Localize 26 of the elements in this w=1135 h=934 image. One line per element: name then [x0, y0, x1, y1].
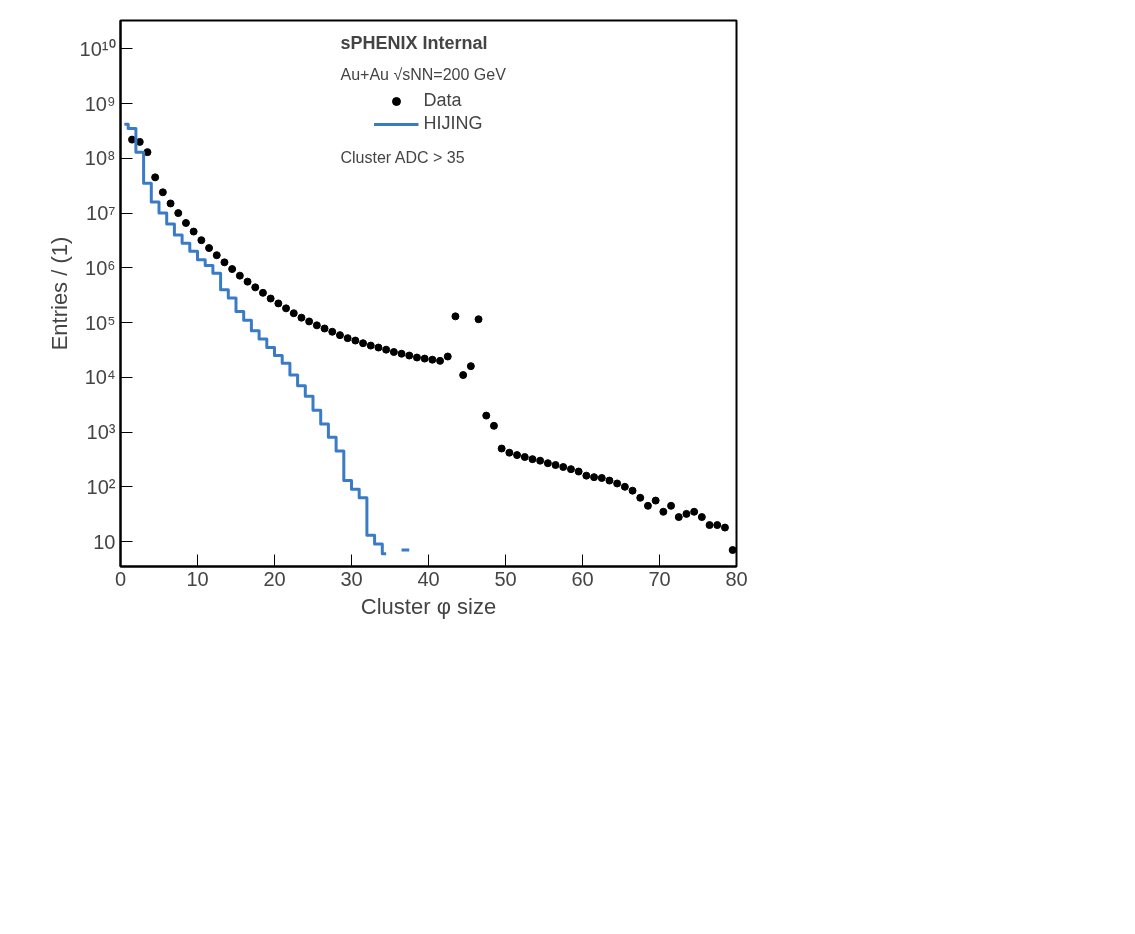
x-tick-label: 80 [725, 567, 748, 590]
y-tick-label: 10⁶ [85, 256, 116, 279]
legend-label: Data [423, 90, 462, 111]
x-tick-label: 0 [114, 567, 127, 590]
x-tick-label: 50 [494, 567, 517, 590]
x-tick-label: 60 [571, 567, 594, 590]
legend-label: HIJING [423, 113, 483, 134]
y-tick-label: 10⁹ [84, 92, 116, 115]
y-tick-label: 10³ [86, 421, 116, 444]
annotation: Au+Au √sNN=200 GeV [340, 65, 507, 83]
y-tick-label: 10¹⁰ [79, 37, 116, 60]
x-tick-label: 30 [340, 567, 363, 590]
y-tick-label: 10 [93, 530, 116, 553]
y-tick-label: 10⁷ [86, 202, 116, 225]
y-tick-label: 10⁵ [84, 311, 116, 334]
annotation: Cluster ADC > 35 [340, 148, 465, 166]
x-tick-label: 10 [186, 567, 209, 590]
x-tick-label: 70 [648, 567, 671, 590]
y-tick-label: 10⁴ [84, 366, 116, 389]
y-tick-label: 10² [86, 475, 116, 498]
x-tick-label: 40 [417, 567, 440, 590]
x-tick-label: 20 [263, 567, 286, 590]
y-tick-label: 10⁸ [84, 147, 116, 170]
x-axis-title: Cluster φ size [360, 593, 497, 619]
annotation: sPHENIX Internal [340, 32, 488, 53]
y-axis-title: Entries / (1) [46, 236, 72, 351]
